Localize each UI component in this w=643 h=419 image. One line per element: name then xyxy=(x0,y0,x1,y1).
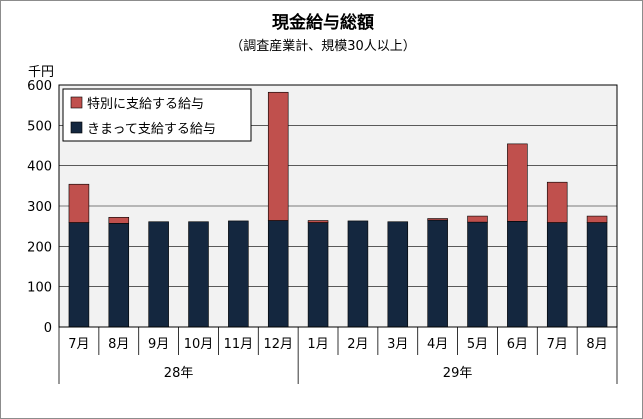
x-year-label: 29年 xyxy=(443,366,473,381)
legend-swatch-special xyxy=(70,96,83,109)
y-tick-label: 600 xyxy=(27,79,52,94)
x-category-label: 7月 xyxy=(547,337,568,352)
y-axis-unit-label: 千円 xyxy=(28,65,54,80)
x-category-label: 8月 xyxy=(586,337,607,352)
legend-box xyxy=(62,88,252,142)
bar-segment-regular xyxy=(347,220,369,328)
x-axis: 7月 8月 9月 10月 11月 12月 1月 2月 3月 4月 5月 6月 7月 8月 28年 29年 xyxy=(58,327,618,384)
bar-segment-regular xyxy=(228,220,249,328)
y-tick-label: 100 xyxy=(27,281,52,296)
bar-segment-special xyxy=(507,143,528,222)
legend: 特別に支給する給与 きまって支給する給与 xyxy=(62,88,252,142)
chart-subtitle: （調査産業計、規模30人以上） xyxy=(230,38,416,54)
chart-title: 現金給与総額 xyxy=(272,12,374,33)
x-category-label: 4月 xyxy=(427,337,448,352)
x-year-label: 28年 xyxy=(164,366,194,381)
bar-segment-regular xyxy=(68,222,90,328)
bar-segment-regular xyxy=(148,221,169,328)
y-tick-label: 200 xyxy=(27,240,52,255)
bar-segment-regular xyxy=(427,219,448,328)
legend-label-regular: きまって支給する給与 xyxy=(87,122,216,137)
bar-segment-special xyxy=(68,183,90,223)
bar-segment-special xyxy=(307,220,329,223)
x-category-label: 2月 xyxy=(347,337,368,352)
x-category-label: 3月 xyxy=(387,337,408,352)
legend-label-special: 特別に支給する給与 xyxy=(87,97,204,112)
y-tick-label: 300 xyxy=(27,200,52,215)
bar-segment-regular xyxy=(188,221,209,328)
x-category-label: 9月 xyxy=(148,337,169,352)
x-category-label: 1月 xyxy=(307,337,328,352)
bar-segment-regular xyxy=(108,223,130,328)
bar-segment-regular xyxy=(467,221,488,328)
y-axis-ticks: 0 100 200 300 400 500 600 xyxy=(27,79,52,336)
bar-segment-special xyxy=(267,91,289,221)
y-tick-label: 0 xyxy=(44,321,52,336)
bar-segment-special xyxy=(427,218,448,221)
x-category-label: 12月 xyxy=(263,337,293,352)
bar-segment-regular xyxy=(267,220,289,328)
x-category-label: 7月 xyxy=(68,337,89,352)
x-category-label: 6月 xyxy=(507,337,528,352)
bar-segment-special xyxy=(546,181,568,223)
bar-segment-special xyxy=(586,215,608,223)
legend-swatch-regular xyxy=(70,121,83,134)
x-category-label: 11月 xyxy=(224,337,254,352)
bar-segment-special xyxy=(108,216,130,224)
x-category-label: 8月 xyxy=(108,337,129,352)
bar-segment-regular xyxy=(387,221,409,328)
y-tick-label: 500 xyxy=(27,119,52,134)
y-tick-label: 400 xyxy=(27,160,52,175)
bar-segment-regular xyxy=(507,221,528,328)
bar-segment-regular xyxy=(307,222,329,328)
x-category-label: 5月 xyxy=(467,337,488,352)
bars-group xyxy=(58,84,618,328)
bar-segment-special xyxy=(467,215,488,223)
bar-segment-regular xyxy=(586,222,608,328)
x-category-label: 10月 xyxy=(184,337,214,352)
bar-segment-regular xyxy=(546,222,568,328)
